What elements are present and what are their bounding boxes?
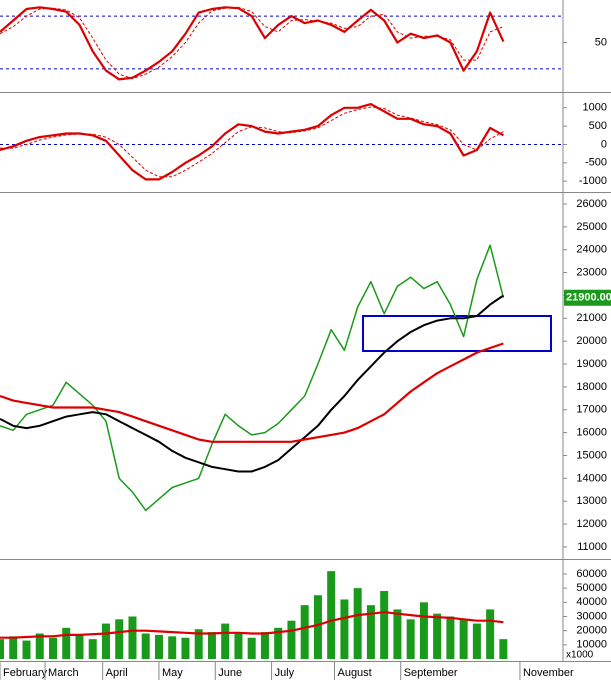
series-line <box>0 342 504 443</box>
y-tick-label: 20000 <box>576 335 607 347</box>
x-tick-label: June <box>218 667 242 679</box>
y-tick-label: 12000 <box>576 518 607 530</box>
last-price-box <box>564 289 611 306</box>
x-tick-label: September <box>404 667 458 679</box>
volume-bar <box>327 571 336 659</box>
volume-bar <box>499 639 508 659</box>
x-tick-label: November <box>523 667 574 679</box>
y-tick-label: 16000 <box>576 427 607 439</box>
volume-bar <box>141 633 150 659</box>
series-line <box>0 611 504 639</box>
y-tick-label: -1000 <box>579 175 607 187</box>
y-tick-label: 17000 <box>576 404 607 416</box>
volume-bar <box>234 633 243 659</box>
x-tick-label: July <box>275 667 295 679</box>
annotation-box <box>362 315 552 352</box>
volume-bar <box>168 636 177 659</box>
volume-bar <box>340 599 349 659</box>
y-tick-label: 19000 <box>576 358 607 370</box>
volume-bar <box>128 616 137 659</box>
volume-bar <box>459 619 468 659</box>
y-tick-label: 24000 <box>576 244 607 256</box>
volume-bar <box>446 616 455 659</box>
y-tick-label: 14000 <box>576 472 607 484</box>
volume-bar <box>260 632 269 659</box>
y-tick-label: 50 <box>595 36 607 48</box>
volume-bar <box>35 633 44 659</box>
volume-bar <box>9 636 18 659</box>
y-tick-label: 23000 <box>576 266 607 278</box>
frame <box>0 0 611 662</box>
x-tick-label: February <box>3 667 48 679</box>
volume-bar <box>419 602 428 659</box>
y-tick-label: 0 <box>601 138 607 150</box>
volume-bar <box>247 637 256 659</box>
volume-bar <box>88 639 97 659</box>
unit-label: x1000 <box>566 650 594 661</box>
volume-bar <box>75 634 84 659</box>
series-line <box>0 6 504 80</box>
volume-bar <box>207 632 216 659</box>
x-tick-label: May <box>162 667 183 679</box>
volume-bar <box>194 629 203 659</box>
y-tick-label: 11000 <box>577 541 607 553</box>
last-price-label: 21900.00 <box>566 292 611 304</box>
y-tick-label: 15000 <box>576 449 607 461</box>
y-tick-label: 50000 <box>576 582 607 594</box>
y-tick-label: 60000 <box>576 568 607 580</box>
y-tick-label: -500 <box>585 157 607 169</box>
y-tick-label: 10000 <box>576 639 607 651</box>
x-tick-label: April <box>106 667 128 679</box>
y-tick-label: 1000 <box>583 102 607 114</box>
volume-bar <box>287 620 296 659</box>
x-tick-label: March <box>48 667 79 679</box>
y-tick-label: 30000 <box>576 610 607 622</box>
volume-bar <box>22 640 31 659</box>
volume-bar <box>62 627 71 659</box>
y-tick-label: 40000 <box>576 596 607 608</box>
y-tick-label: 18000 <box>576 381 607 393</box>
y-tick-label: 13000 <box>576 495 607 507</box>
volume-bar <box>300 605 309 659</box>
volume-bar <box>406 619 415 659</box>
volume-bar <box>0 639 4 659</box>
volume-bar <box>393 609 402 659</box>
series-line <box>0 294 504 473</box>
volume-bar <box>486 609 495 659</box>
y-tick-label: 25000 <box>576 221 607 233</box>
y-tick-label: 21000 <box>576 312 607 324</box>
y-tick-label: 20000 <box>576 625 607 637</box>
series-line <box>0 106 504 178</box>
x-tick-label: August <box>337 667 371 679</box>
volume-bar <box>101 623 110 659</box>
volume-bar <box>353 588 362 659</box>
y-tick-label: 500 <box>589 120 607 132</box>
volume-bar <box>380 590 389 659</box>
volume-bar <box>115 619 124 659</box>
volume-bar <box>433 613 442 659</box>
y-tick-label: 26000 <box>576 198 607 210</box>
volume-bar <box>366 605 375 659</box>
series-line <box>0 244 505 512</box>
volume-bar <box>274 627 283 659</box>
volume-bar <box>221 623 230 659</box>
volume-bar <box>48 637 57 659</box>
volume-bar <box>154 634 163 659</box>
volume-bar <box>472 623 481 659</box>
volume-bar <box>313 595 322 659</box>
volume-bar <box>181 637 190 659</box>
